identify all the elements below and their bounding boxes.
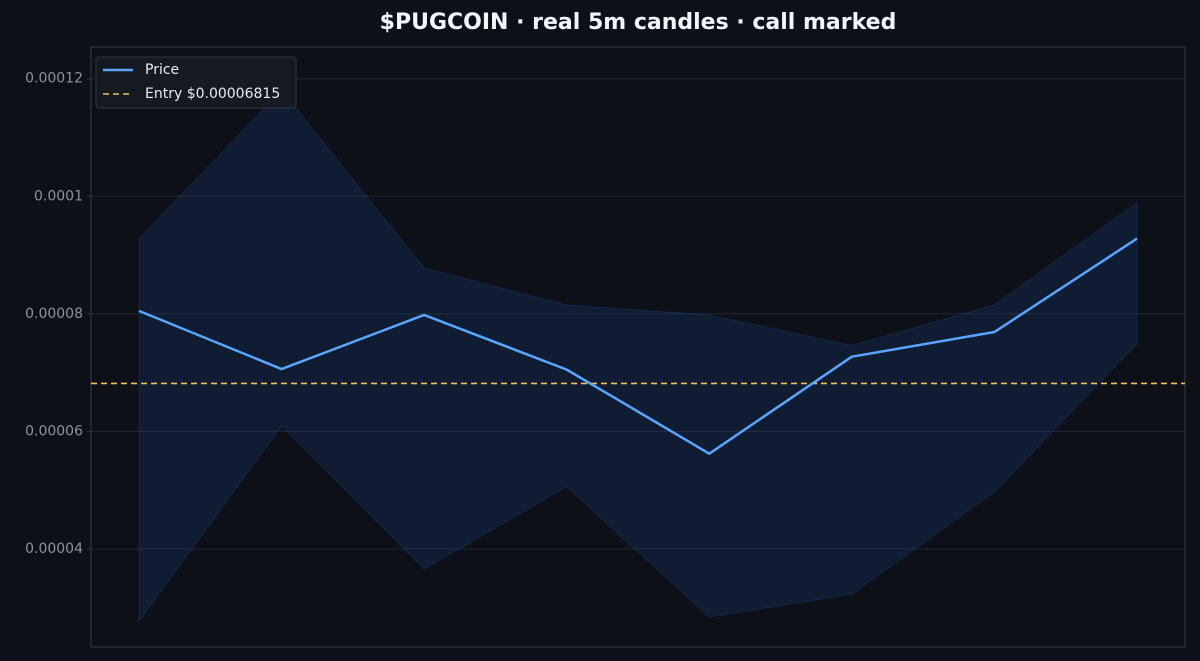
y-tick-label: 0.00006 [25,423,83,439]
price-line [138,237,1138,455]
plot-frame [90,46,1186,648]
y-tick-label: 0.00008 [25,306,83,322]
price-range-band [138,89,1138,623]
y-tick-label: 0.0001 [34,188,83,204]
legend-label: Entry $0.00006815 [145,86,280,102]
legend-box [95,56,297,109]
legend-label: Price [145,62,179,78]
chart-title: $PUGCOIN · real 5m candles · call marked [380,10,897,35]
y-tick-label: 0.00004 [25,541,83,557]
y-tick-label: 0.00012 [25,71,83,87]
